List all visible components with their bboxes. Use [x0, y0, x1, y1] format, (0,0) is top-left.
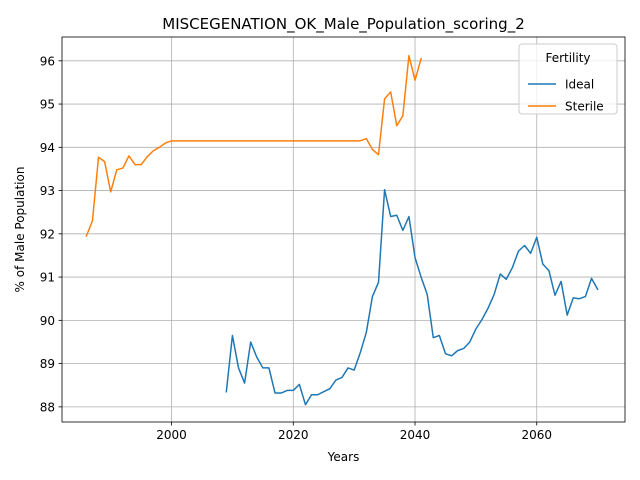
series-line-sterile	[85, 54, 423, 237]
x-tick-label: 2040	[400, 428, 431, 442]
chart-title: MISCEGENATION_OK_Male_Population_scoring…	[162, 15, 525, 34]
plot-area-frame	[61, 36, 626, 423]
x-tick-label: 2000	[156, 428, 187, 442]
x-tick-label: 2020	[278, 428, 309, 442]
legend-title: Fertility	[545, 51, 590, 65]
x-axis-label: Years	[327, 450, 360, 464]
y-axis-label: % of Male Population	[13, 167, 27, 293]
y-axis-ticks: 88 89 90 91 92 93 94 95 96	[40, 54, 62, 414]
legend-box	[518, 43, 618, 115]
legend: Fertility Ideal Sterile	[518, 43, 618, 115]
y-tick-label: 88	[40, 400, 55, 414]
series-line-ideal	[225, 188, 599, 406]
legend-items: Ideal Sterile	[528, 78, 604, 114]
y-tick-label: 93	[40, 184, 55, 198]
grid-lines	[62, 37, 625, 422]
y-tick-label: 89	[40, 357, 55, 371]
y-tick-label: 90	[40, 314, 55, 328]
x-tick-label: 2060	[521, 428, 552, 442]
y-tick-label: 91	[40, 271, 55, 285]
series-lines	[85, 54, 599, 406]
legend-label-sterile: Sterile	[565, 100, 604, 114]
legend-label-ideal: Ideal	[565, 78, 594, 92]
x-axis-ticks: 2000 2020 2040 2060	[156, 422, 552, 442]
y-tick-label: 96	[40, 54, 55, 68]
y-tick-label: 95	[40, 98, 55, 112]
y-tick-label: 94	[40, 141, 55, 155]
y-tick-label: 92	[40, 227, 55, 241]
